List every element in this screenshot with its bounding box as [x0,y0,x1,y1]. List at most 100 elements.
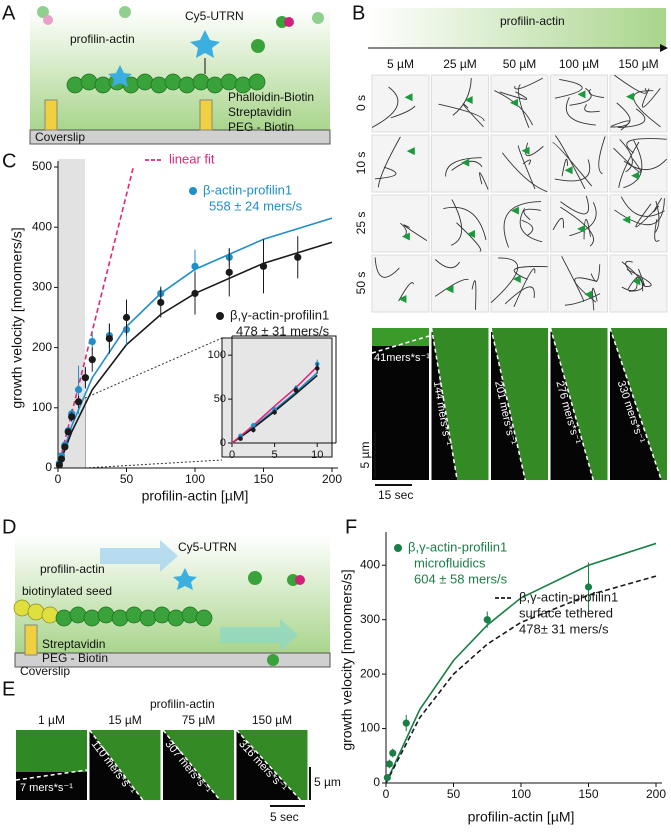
time-label: 0 s [354,95,368,111]
legend-note: 478± 31 mers/s [519,621,609,636]
filament [614,198,665,226]
data-point [88,337,96,346]
filament [398,282,414,302]
growth-line [609,327,663,481]
filament [623,158,667,171]
filament [625,260,633,276]
label: Cy5-UTRN [185,9,244,23]
filament [554,135,586,190]
y-tick-label: 400 [32,219,52,233]
kymograph [372,328,429,480]
arrowhead [406,147,415,156]
data-point [68,413,76,421]
label: PEG - Biotin [42,651,108,665]
panel-label: D [2,516,16,538]
micrograph [490,254,549,313]
data-point [314,366,320,371]
schematic-a [29,6,331,145]
fit-line [231,366,318,444]
y-tick-label: 300 [32,280,52,294]
arrowhead [510,206,519,215]
filament [521,219,534,236]
data-point [64,428,72,436]
x-tick-label: 150 [578,787,598,801]
data-point [225,268,233,276]
filament [471,280,477,310]
label: Streptavidin [228,105,291,119]
filament [443,207,487,240]
filament [641,88,661,108]
growth-line [162,729,221,801]
filament [494,90,533,126]
arrowhead [401,232,410,241]
filament [371,86,399,128]
schematic-d [13,535,331,668]
kymograph-signal [491,328,548,480]
filament [611,120,630,131]
micrograph [490,74,549,133]
filament [554,159,591,182]
y-axis-label: growth velocity [monomers/s] [9,227,25,408]
scale-label: 5 µm [314,775,341,789]
y-tick-label: 200 [360,666,380,680]
filament [561,256,585,302]
kymograph-signal [236,730,308,800]
filament [584,104,600,113]
panel-label: C [2,150,16,172]
micrograph [550,254,608,313]
filament [623,139,643,189]
kymograph-signal [550,328,608,480]
data-point [238,436,243,441]
filament [522,159,531,165]
data-point [191,289,199,298]
filament [592,288,598,311]
zoom-connector [84,337,223,399]
legend-note: surface tethered [519,605,613,620]
legend-note: microfluidics [414,555,486,570]
data-point [272,409,277,415]
filament [619,139,633,173]
filament [525,142,544,157]
data-point [293,388,299,393]
concentration-label: 75 µM [182,713,216,727]
label: profilin-actin [500,14,565,28]
filament [519,207,543,243]
arrowhead [512,274,521,283]
micrograph [550,194,608,253]
label: Streptavidin [42,637,105,651]
filament [513,268,536,307]
arrowhead [461,158,470,167]
axis [232,335,337,443]
rate-label: 41mers*s⁻¹ [374,352,430,364]
filament [614,74,647,94]
data-point [251,423,256,428]
growth-line [15,769,88,781]
legend-note: 558 ± 24 mers/s [209,198,303,213]
arrowhead [577,224,586,233]
arrowhead [584,290,593,299]
arrowhead [464,95,473,104]
arrowhead [625,92,634,101]
x-tick-label: 5 [272,449,278,461]
filament [635,203,660,228]
y-tick-label: 100 [208,349,226,361]
label: Phalloidin-Biotin [228,90,314,104]
legend-swatch [216,312,224,320]
growth-line [549,327,594,481]
data-point [74,398,83,406]
data-point [191,262,199,270]
filament [501,152,548,193]
data-point [122,313,131,322]
filament [451,160,483,171]
kymograph-signal [163,730,234,800]
filament [598,136,606,175]
filament [552,142,593,187]
x-tick-label: 200 [646,787,666,801]
concentration-label: 25 µM [443,57,477,71]
panel-label: A [2,2,16,24]
filament [390,105,416,119]
arrowhead [509,98,518,107]
concentration-label: 50 µM [503,57,537,71]
y-tick-label: 50 [214,393,226,405]
filament [518,84,530,128]
